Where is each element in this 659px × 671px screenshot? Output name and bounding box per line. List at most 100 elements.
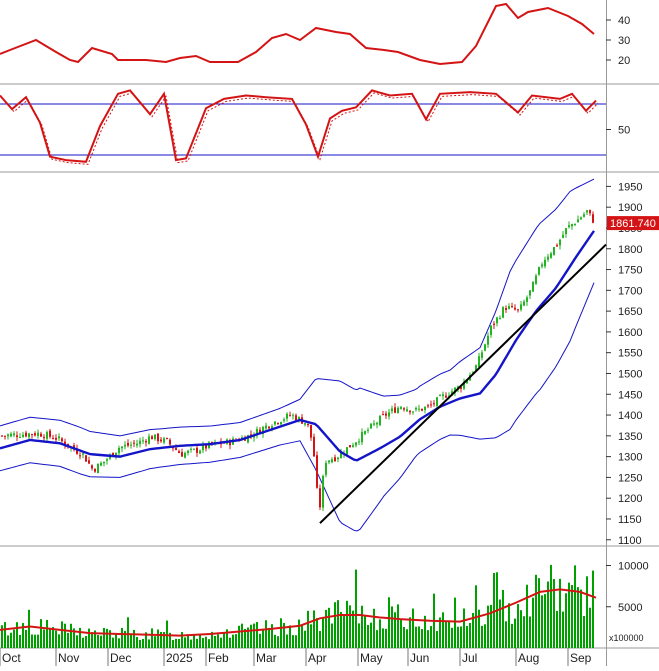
candle-body	[256, 428, 258, 435]
volume-bar	[85, 636, 87, 648]
volume-bar	[556, 610, 558, 648]
candle-body	[571, 224, 573, 227]
candle-body	[424, 406, 426, 411]
candle-body	[412, 411, 414, 413]
volume-bar	[457, 626, 459, 648]
adx-line	[0, 2, 595, 66]
volume-bar	[454, 597, 456, 648]
candle-body	[280, 422, 282, 425]
candle-body	[388, 412, 390, 417]
volume-bar	[280, 618, 282, 648]
candle-body	[415, 408, 417, 410]
candle-body	[418, 408, 420, 410]
candle-body	[265, 425, 267, 429]
candle-body	[337, 457, 339, 460]
volume-bar	[544, 594, 546, 648]
volume-bar	[226, 629, 228, 648]
candle-body	[475, 365, 477, 371]
candle-body	[463, 381, 465, 389]
candle-body	[544, 259, 546, 267]
candle-body	[514, 307, 516, 310]
volume-bar	[352, 610, 354, 648]
volume-bar	[277, 636, 279, 648]
volume-bar	[370, 622, 372, 648]
adx-tick-label: 20	[618, 55, 630, 67]
candle-body	[577, 219, 579, 223]
candle-body	[538, 267, 540, 275]
candle-body	[481, 352, 483, 358]
volume-bar	[442, 612, 444, 648]
volume-bar	[391, 606, 393, 648]
volume-bar	[379, 619, 381, 648]
candle-body	[376, 422, 378, 425]
volume-bar	[157, 629, 159, 648]
candle-body	[193, 448, 195, 450]
candle-body	[139, 440, 141, 445]
candle-body	[100, 462, 102, 466]
volume-bar	[34, 634, 36, 648]
stochastic-tick-label: 50	[618, 125, 630, 137]
volume-tick-label: 10000	[618, 561, 649, 573]
candle-body	[379, 416, 381, 425]
candle-body	[430, 404, 432, 406]
volume-bar	[103, 627, 105, 648]
volume-bar	[25, 629, 27, 648]
volume-bar	[520, 610, 522, 648]
price-tick-label: 1250	[618, 472, 642, 484]
volume-bar	[19, 634, 21, 648]
price-tick-label: 1450	[618, 389, 642, 401]
volume-bar	[304, 630, 306, 648]
candle-body	[502, 307, 504, 318]
x-axis-label: Oct	[2, 651, 21, 665]
volume-bar	[136, 636, 138, 648]
candle-body	[583, 214, 585, 217]
volume-bar	[73, 628, 75, 648]
volume-bar	[307, 610, 309, 648]
candle-body	[202, 444, 204, 451]
stochastic-d-line	[1, 92, 599, 165]
volume-bar	[367, 624, 369, 648]
volume-bar	[526, 584, 528, 648]
adx-tick-label: 30	[618, 35, 630, 47]
candle-body	[166, 437, 168, 439]
volume-bar	[541, 595, 543, 648]
candle-body	[43, 436, 45, 439]
volume-bar	[82, 637, 84, 648]
volume-bar	[409, 617, 411, 648]
volume-bar	[235, 634, 237, 648]
volume-bar	[70, 623, 72, 648]
candle-body	[154, 434, 156, 440]
bollinger-upper-band	[0, 178, 595, 437]
volume-bar	[580, 589, 582, 648]
candle-body	[331, 459, 333, 463]
candle-body	[319, 488, 321, 508]
volume-panel: 5000 10000	[0, 561, 649, 648]
candle-body	[262, 427, 264, 434]
candle-body	[40, 433, 42, 437]
volume-bar	[571, 584, 573, 648]
volume-bar	[577, 587, 579, 648]
volume-bar	[325, 609, 327, 648]
candle-body	[112, 452, 114, 457]
volume-bar	[274, 634, 276, 648]
volume-bar	[388, 597, 390, 648]
volume-bar	[10, 632, 12, 648]
stochastic-panel: 50	[0, 89, 630, 165]
candle-body	[589, 209, 591, 214]
volume-bar	[406, 629, 408, 648]
volume-bar	[259, 633, 261, 648]
volume-bar	[187, 634, 189, 648]
candle-body	[151, 436, 153, 440]
candle-body	[190, 448, 192, 450]
volume-bar	[253, 623, 255, 648]
x-axis-label: Feb	[208, 651, 229, 665]
volume-bar	[361, 605, 363, 648]
candle-body	[427, 405, 429, 407]
volume-bar	[310, 624, 312, 648]
volume-bar	[196, 638, 198, 648]
volume-bar	[517, 604, 519, 648]
candle-body	[460, 387, 462, 389]
candle-body	[532, 281, 534, 292]
volume-bar	[394, 612, 396, 648]
candle-body	[130, 444, 132, 446]
